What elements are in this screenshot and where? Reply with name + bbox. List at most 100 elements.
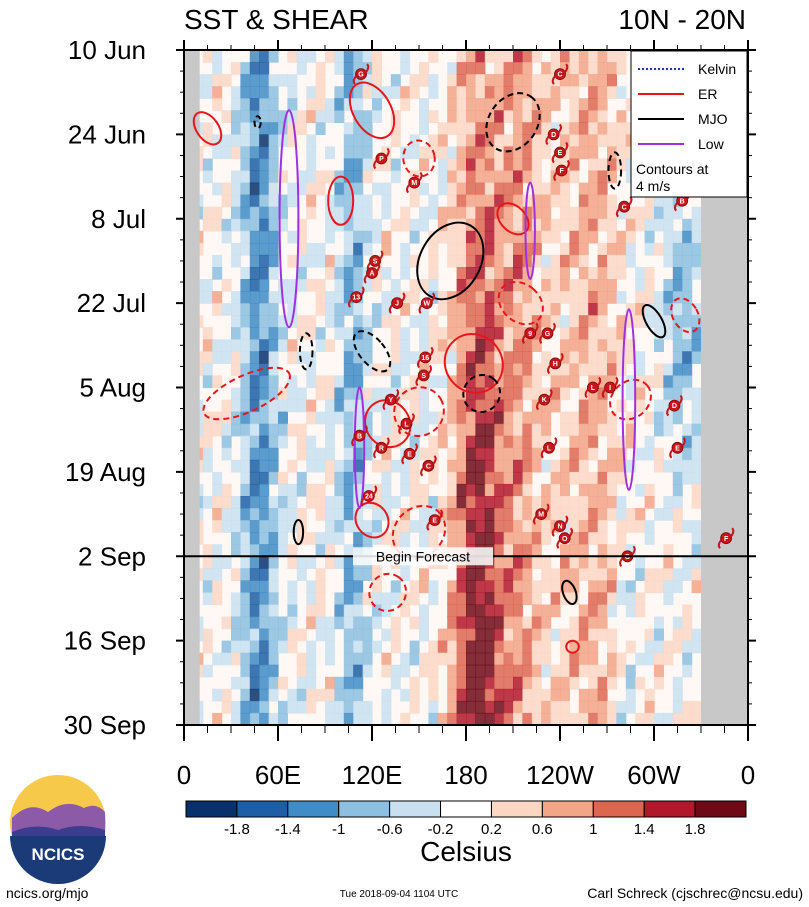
colorbar-segment <box>541 800 594 818</box>
sst-cell <box>428 279 439 292</box>
sst-cell <box>569 254 580 268</box>
storm-label: C <box>426 463 431 470</box>
sst-cell <box>278 532 288 545</box>
sst-cell <box>287 592 298 606</box>
sst-cell <box>503 628 514 642</box>
sst-cell <box>588 387 599 401</box>
sst-cell <box>278 74 288 87</box>
sst-cell <box>494 676 505 690</box>
sst-cell <box>259 496 270 509</box>
sst-cell <box>607 50 617 63</box>
sst-cell <box>315 483 326 497</box>
sst-cell <box>306 279 317 292</box>
sst-cell <box>325 399 335 413</box>
colorbar-segment <box>694 800 747 818</box>
sst-cell <box>437 327 448 340</box>
sst-cell <box>654 459 664 473</box>
sst-cell <box>569 568 580 581</box>
storm-label: J <box>395 301 399 308</box>
sst-cell <box>428 688 439 702</box>
sst-cell <box>503 435 514 449</box>
sst-cell <box>569 459 580 473</box>
sst-cell <box>325 508 335 521</box>
land-mask-band <box>184 50 200 725</box>
sst-cell <box>447 628 458 642</box>
sst-cell <box>306 447 317 461</box>
sst-cell <box>240 387 251 401</box>
sst-cell <box>202 628 213 642</box>
sst-cell <box>325 50 335 63</box>
sst-cell <box>588 158 599 172</box>
sst-cell <box>240 628 251 642</box>
sst-cell <box>672 303 683 316</box>
mjo-contour <box>485 92 541 153</box>
er-contour <box>402 139 436 178</box>
sst-cell <box>569 218 580 232</box>
sst-cell <box>249 508 260 521</box>
sst-cell <box>578 182 589 196</box>
sst-cell <box>560 459 570 473</box>
sst-cell <box>625 423 636 437</box>
sst-cell <box>353 532 364 545</box>
sst-cell <box>419 315 429 328</box>
sst-cell <box>278 423 288 437</box>
sst-cell <box>249 86 260 99</box>
sst-cell <box>428 339 439 352</box>
sst-cell <box>522 556 533 569</box>
sst-cell <box>682 568 693 581</box>
sst-cell <box>240 242 251 256</box>
sst-cell <box>578 351 589 364</box>
storm-symbol <box>353 429 366 442</box>
sst-cell <box>475 363 486 377</box>
storm-arms <box>619 545 636 568</box>
sst-cell <box>682 230 693 244</box>
sst-cell <box>315 110 326 123</box>
sst-cell <box>334 712 345 725</box>
sst-cell <box>494 628 505 642</box>
sst-cell <box>475 98 486 111</box>
sst-cell <box>597 508 608 521</box>
sst-cell <box>466 339 476 352</box>
sst-cell <box>419 218 429 232</box>
sst-cell <box>475 700 486 714</box>
sst-cell <box>343 652 354 666</box>
sst-cell <box>607 411 617 425</box>
sst-cell <box>325 435 335 449</box>
sst-cell <box>447 242 458 256</box>
sst-cell <box>550 496 561 509</box>
storm-label: O <box>562 536 568 543</box>
storm-symbol <box>400 417 413 430</box>
sst-cell <box>663 423 674 437</box>
sst-cell <box>597 688 608 702</box>
sst-cell <box>353 399 364 413</box>
sst-cell <box>494 134 505 148</box>
sst-cell <box>372 604 382 618</box>
footer-url[interactable]: ncics.org/mjo <box>6 885 89 901</box>
sst-cell <box>644 447 655 461</box>
sst-cell <box>588 98 599 111</box>
sst-cell <box>240 170 251 184</box>
storm-marker: 24 <box>360 485 378 507</box>
sst-cell <box>212 339 223 352</box>
storm-marker: I <box>601 376 619 399</box>
sst-cell <box>691 387 702 401</box>
sst-cell <box>672 387 683 401</box>
sst-cell <box>372 459 382 473</box>
sst-cell <box>644 230 655 244</box>
sst-cell <box>560 664 570 678</box>
sst-cell <box>672 712 683 725</box>
sst-cell <box>419 508 429 521</box>
sst-cell <box>484 98 495 111</box>
sst-cell <box>503 544 514 557</box>
sst-cell <box>437 628 448 642</box>
sst-cell <box>541 291 552 304</box>
sst-cell <box>212 218 223 232</box>
sst-cell <box>400 218 411 232</box>
sst-cell <box>475 399 486 413</box>
sst-cell <box>212 580 223 594</box>
chart-region: 10N - 20N <box>618 4 746 35</box>
sst-cell <box>231 532 241 545</box>
sst-cell <box>503 170 514 184</box>
sst-cell <box>531 339 542 352</box>
sst-cell <box>466 520 476 533</box>
